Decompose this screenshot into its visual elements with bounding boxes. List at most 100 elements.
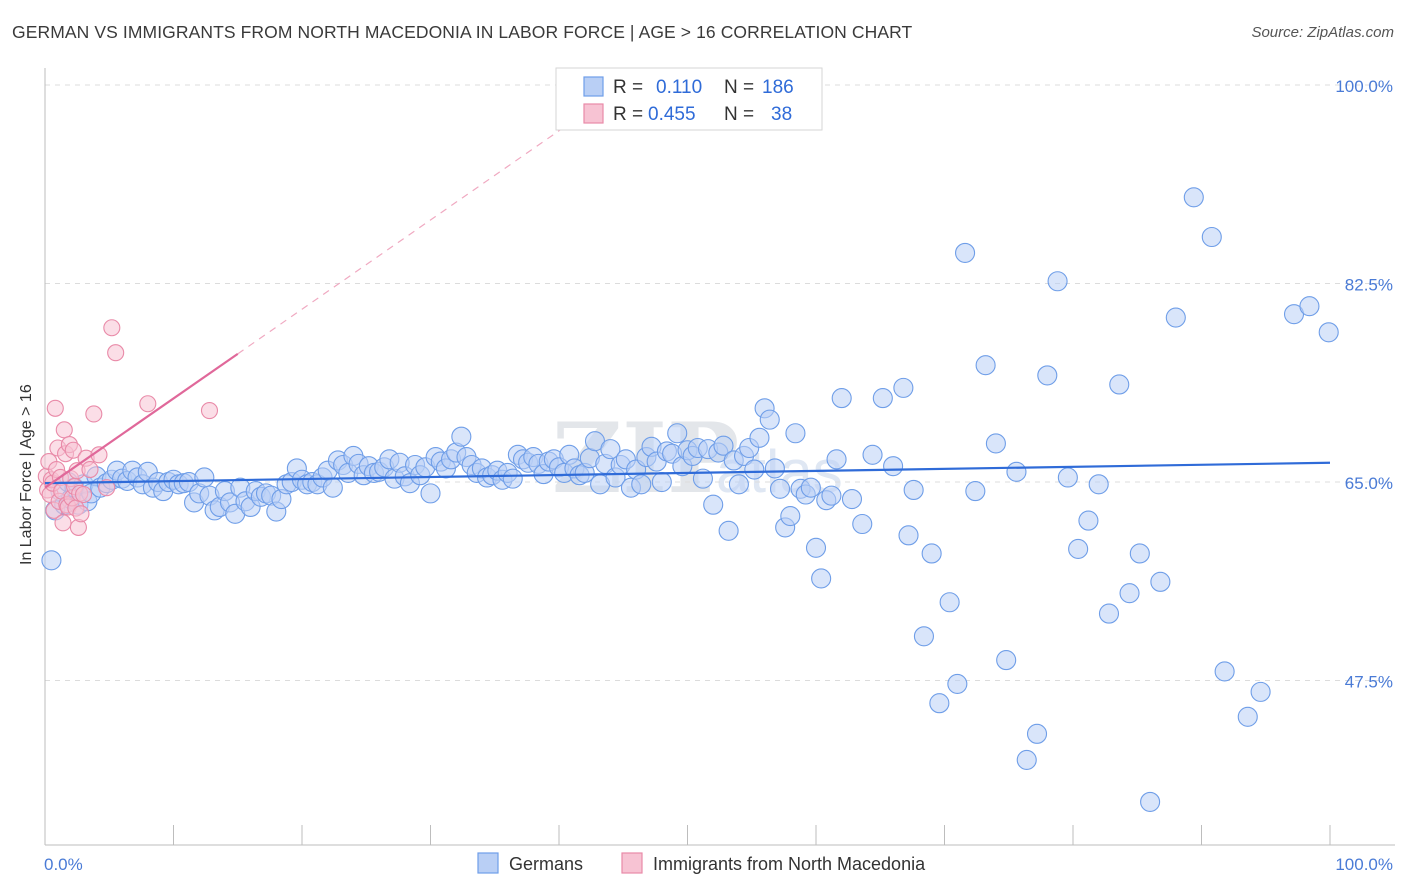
point-germans-184	[1098, 603, 1120, 624]
point-germans-169	[947, 673, 968, 694]
point-germans-117	[631, 474, 652, 495]
y-tick-label-2: 65.0%	[1345, 474, 1393, 493]
point-germans-164	[903, 479, 924, 501]
point-germans-193	[1214, 661, 1235, 682]
point-germans-191	[1183, 187, 1204, 208]
legend-r-value-2: 0.455	[648, 104, 696, 125]
point-germans-162	[893, 377, 914, 398]
point-germans-144	[769, 478, 791, 499]
point-germans-177	[1026, 723, 1048, 744]
point-germans-82	[451, 426, 472, 447]
point-germans-174	[996, 650, 1017, 671]
point-germans-175	[1006, 461, 1027, 482]
point-macedonia-37	[200, 402, 219, 420]
point-germans-133	[713, 435, 734, 456]
legend-swatch-germans	[583, 76, 604, 97]
legend-swatch-macedonia	[583, 103, 604, 124]
point-macedonia-14	[55, 421, 73, 439]
point-germans-182	[1078, 510, 1099, 531]
point-macedonia-33	[98, 479, 116, 497]
point-germans-159	[862, 444, 883, 465]
point-germans-160	[872, 388, 893, 409]
point-germans-131	[703, 494, 724, 515]
trendline-germans	[44, 461, 1331, 485]
point-germans-172	[975, 355, 996, 376]
point-macedonia-31	[85, 405, 103, 423]
point-macedonia-7	[46, 399, 64, 417]
point-germans-195	[1250, 681, 1271, 702]
legend-r-value-1: 0.110	[656, 77, 702, 98]
point-germans-165	[913, 626, 934, 647]
point-germans-139	[744, 459, 765, 480]
point-germans-76	[420, 483, 441, 504]
legend-bottom-swatch-macedonia	[621, 852, 643, 874]
trend-extension-dashed	[237, 121, 573, 355]
legend-r-label-2: R =	[613, 104, 643, 125]
legend-bottom-macedonia: Immigrants from North Macedonia	[653, 854, 926, 874]
y-tick-label-1: 82.5%	[1345, 276, 1393, 295]
point-macedonia-34	[103, 319, 121, 337]
point-germans-198	[1318, 322, 1339, 343]
point-germans-134	[718, 520, 739, 541]
point-germans-186	[1119, 583, 1140, 604]
point-macedonia-35	[107, 344, 125, 362]
legend-n-value-1: 186	[762, 77, 794, 98]
point-germans-183	[1088, 474, 1109, 495]
x-tick-labels: 0.0% 100.0%	[44, 855, 1393, 874]
y-tick-label-3: 47.5%	[1345, 673, 1393, 692]
point-macedonia-13	[54, 514, 72, 532]
point-germans-187	[1129, 543, 1150, 564]
point-germans-188	[1140, 791, 1161, 812]
point-germans-194	[1237, 706, 1258, 727]
point-germans-158	[852, 513, 873, 535]
point-macedonia-27	[72, 505, 90, 523]
point-germans-189	[1150, 571, 1171, 592]
point-germans-143	[764, 458, 785, 479]
source-credit: Source: ZipAtlas.com	[1251, 24, 1394, 41]
point-germans-181	[1068, 538, 1089, 559]
legend-top: R = 0.110 N = 186 R = 0.455 N = 38	[555, 67, 823, 131]
point-germans-166	[921, 543, 942, 564]
point-germans-163	[898, 525, 919, 546]
point-germans-147	[785, 423, 806, 444]
point-macedonia-21	[64, 441, 82, 459]
point-germans-124	[667, 423, 688, 444]
point-germans-111	[600, 439, 621, 460]
point-germans-150	[800, 477, 821, 498]
point-germans-190	[1165, 307, 1186, 328]
point-germans-146	[780, 506, 801, 527]
legend-bottom-germans: Germans	[509, 854, 583, 874]
legend-n-value-2: 38	[771, 104, 792, 125]
legend-bottom: Germans Immigrants from North Macedonia	[477, 852, 926, 874]
point-germans-142	[759, 409, 780, 430]
point-germans-185	[1109, 374, 1130, 395]
y-tick-label-0: 100.0%	[1335, 77, 1393, 96]
point-germans-173	[985, 433, 1006, 454]
point-germans-32	[194, 467, 215, 488]
point-germans-192	[1201, 226, 1222, 248]
point-germans-136	[728, 474, 749, 495]
legend-n-label-1: N =	[724, 77, 754, 98]
point-germans-152	[811, 568, 832, 589]
point-germans-161	[883, 456, 904, 477]
point-germans-156	[831, 388, 852, 409]
chart-title: GERMAN VS IMMIGRANTS FROM NORTH MACEDONI…	[12, 22, 913, 42]
trendline-macedonia	[44, 352, 239, 489]
point-germans-170	[955, 242, 976, 263]
gridlines	[45, 84, 1395, 682]
y-tick-labels: 100.0% 82.5% 65.0% 47.5%	[1335, 77, 1393, 692]
point-germans-178	[1037, 365, 1058, 386]
point-germans-167	[929, 693, 950, 714]
point-germans-155	[826, 449, 847, 470]
point-germans-197	[1299, 296, 1320, 317]
point-germans-92	[502, 468, 523, 489]
series-macedonia-points	[37, 319, 219, 536]
x-tick-label-1: 100.0%	[1335, 855, 1393, 874]
point-germans-0	[41, 550, 62, 571]
trendline-macedonia-extension	[237, 121, 573, 355]
point-germans-151	[805, 537, 827, 558]
point-germans-179	[1047, 271, 1068, 292]
legend-r-label-1: R =	[613, 77, 643, 98]
point-germans-154	[821, 485, 842, 506]
